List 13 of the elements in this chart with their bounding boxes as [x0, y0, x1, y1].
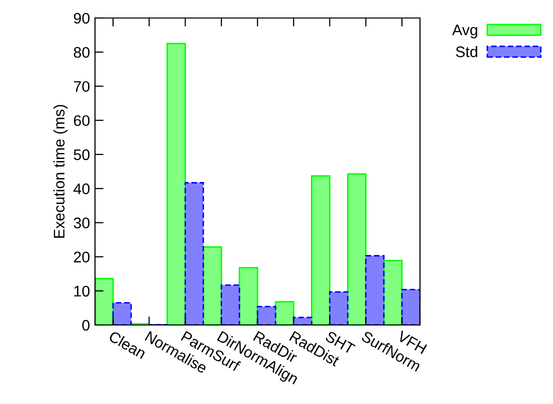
- y-tick-label: 20: [74, 252, 90, 262]
- y-tick-label: 0: [82, 320, 90, 331]
- y-axis-title: Execution time (ms): [53, 104, 68, 238]
- y-tick-label: 70: [74, 81, 90, 92]
- legend-label: Std: [456, 46, 478, 58]
- y-tick-label: 30: [74, 218, 90, 228]
- y-tick-label: 80: [74, 46, 90, 58]
- y-tick-label: 90: [74, 12, 90, 24]
- y-tick-label: 60: [74, 115, 90, 126]
- y-tick-label: 50: [74, 149, 90, 160]
- y-tick-label: 40: [74, 183, 90, 194]
- legend-label: Avg: [452, 24, 478, 38]
- y-tick-label: 10: [74, 286, 90, 297]
